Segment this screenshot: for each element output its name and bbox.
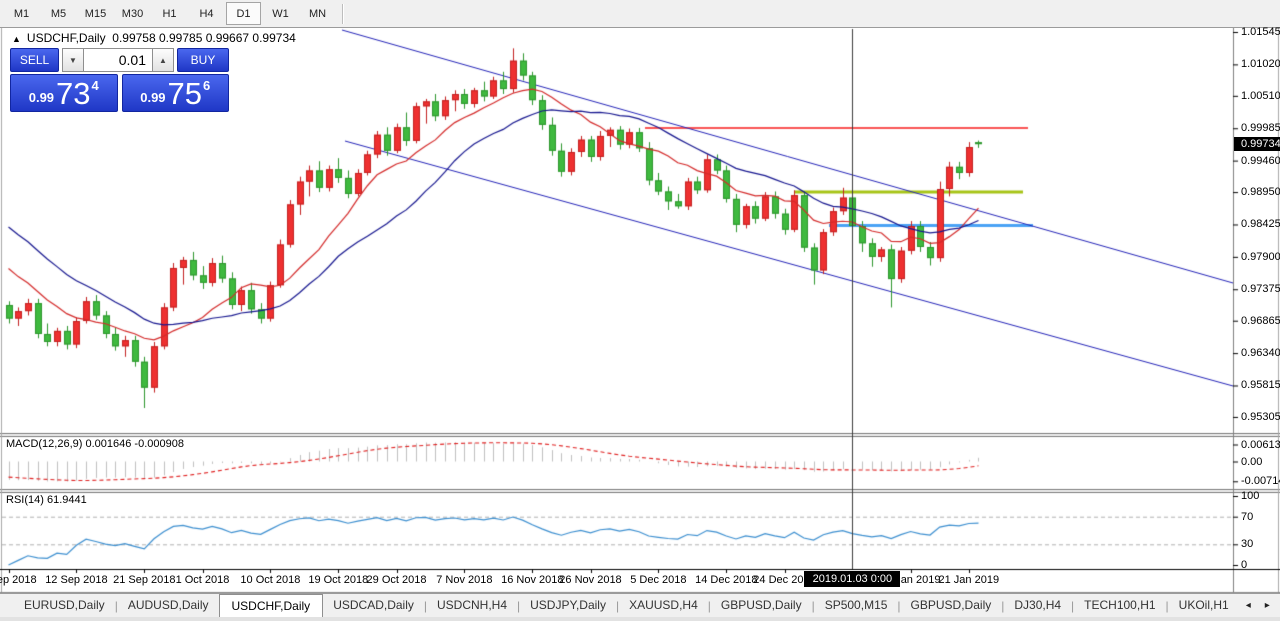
price-axis-tick: 0.95815 xyxy=(1241,379,1280,392)
rsi-axis-tick: 30 xyxy=(1241,538,1254,551)
tab-separator: | xyxy=(1071,598,1075,613)
date-axis-label: 5 Dec 2018 xyxy=(630,574,687,586)
tab-audusd-daily[interactable]: AUDUSD,Daily xyxy=(127,598,209,612)
tab-scroll-left-icon[interactable]: ◂ xyxy=(1245,599,1251,611)
timeframe-button-m15[interactable]: M15 xyxy=(84,7,107,20)
buy-price-button[interactable]: 0.99 75 6 xyxy=(121,74,229,112)
rsi-axis-tick: 100 xyxy=(1241,490,1260,502)
date-axis-label: 7 Nov 2018 xyxy=(436,574,493,586)
price-axis-tick: 0.97375 xyxy=(1241,283,1280,296)
chart-symbol-label: USDCHF,Daily xyxy=(26,31,106,45)
price-axis-tick: 0.98950 xyxy=(1241,186,1280,199)
tab-eurusd-daily[interactable]: EURUSD,Daily xyxy=(24,598,105,612)
timeframe-button-w1[interactable]: W1 xyxy=(272,7,289,20)
date-axis-label: 24 Dec 2018 xyxy=(753,574,816,586)
date-axis-label: 12 Sep 2018 xyxy=(45,574,108,586)
tab-separator: | xyxy=(707,598,711,613)
price-axis-tick: 1.00510 xyxy=(1241,89,1280,102)
sell-price-small: 0.99 xyxy=(28,90,55,105)
rsi-axis-tick: 70 xyxy=(1241,510,1254,523)
toolbar-divider xyxy=(342,3,344,24)
sell-price-big: 73 xyxy=(56,76,91,111)
price-chart-canvas[interactable] xyxy=(0,28,1280,621)
one-click-trading-panel: SELL ▼ 0.01 ▲ BUY 0.99 73 4 0.99 75 6 xyxy=(10,48,229,112)
rsi-indicator-label: RSI(14) 61.9441 xyxy=(6,494,87,506)
timeframe-button-m30[interactable]: M30 xyxy=(121,7,144,20)
price-axis-tick: 0.96340 xyxy=(1241,347,1280,360)
tab-usdjpy-daily[interactable]: USDJPY,Daily xyxy=(530,598,606,612)
timeframe-button-m1[interactable]: M1 xyxy=(13,7,30,20)
date-axis-label: 21 Sep 2018 xyxy=(113,574,176,586)
macd-indicator-label: MACD(12,26,9) 0.001646 -0.000908 xyxy=(6,438,184,450)
lot-size-field[interactable]: 0.01 xyxy=(84,48,152,72)
lot-decrease-icon[interactable]: ▼ xyxy=(62,48,84,72)
price-axis-tick: 0.99460 xyxy=(1241,154,1280,167)
date-axis-label: 29 Oct 2018 xyxy=(366,574,427,586)
timeframe-button-mn[interactable]: MN xyxy=(308,7,327,20)
price-axis-tick: 0.95305 xyxy=(1241,410,1280,423)
chart-window: ▲ USDCHF,Daily 0.99758 0.99785 0.99667 0.… xyxy=(0,26,1280,621)
timeframe-button-d1[interactable]: D1 xyxy=(226,2,261,25)
price-axis-tick: 1.01020 xyxy=(1241,58,1280,71)
crosshair-date-label: 2019.01.03 0:00 xyxy=(804,571,901,587)
buy-price-pip: 6 xyxy=(203,78,211,93)
date-axis-label: 21 Jan 2019 xyxy=(938,574,1000,586)
tab-separator: | xyxy=(517,598,521,613)
tab-gbpusd-daily[interactable]: GBPUSD,Daily xyxy=(910,598,992,612)
tab-separator: | xyxy=(615,598,620,613)
tab-separator: | xyxy=(811,598,815,613)
tab-xauusd-h4[interactable]: XAUUSD,H4 xyxy=(629,598,698,612)
chart-tab-bar: EURUSD,Daily | AUDUSD,Daily USDCHF,Daily USD… xyxy=(0,593,1280,621)
chart-collapse-icon[interactable]: ▲ xyxy=(12,34,21,44)
chart-ohlc-values: 0.99758 0.99785 0.99667 0.99734 xyxy=(112,31,296,45)
sell-price-button[interactable]: 0.99 73 4 xyxy=(10,74,118,112)
date-axis-label: 14 Dec 2018 xyxy=(695,574,758,586)
tab-separator: | xyxy=(897,598,901,613)
date-axis-label: 3 Sep 2018 xyxy=(0,574,37,586)
date-axis-label: 26 Nov 2018 xyxy=(559,574,622,586)
rsi-axis-tick: 0 xyxy=(1241,559,1248,571)
macd-axis-tick: 0.00 xyxy=(1241,455,1263,468)
tab-separator: | xyxy=(423,598,427,613)
date-axis-label: 1 Oct 2018 xyxy=(175,574,230,586)
timeframe-button-m5[interactable]: M5 xyxy=(50,7,67,20)
chart-title: ▲ USDCHF,Daily 0.99758 0.99785 0.99667 0.… xyxy=(12,31,296,45)
tab-scroll-right-icon[interactable]: ▸ xyxy=(1264,599,1270,611)
lot-increase-icon[interactable]: ▲ xyxy=(152,48,174,72)
tab-gbpusd-daily[interactable]: GBPUSD,Daily xyxy=(720,598,802,612)
date-axis-label: 16 Nov 2018 xyxy=(501,574,564,586)
price-axis-tick: 0.97900 xyxy=(1241,250,1280,263)
buy-button[interactable]: BUY xyxy=(177,48,229,72)
buy-price-big: 75 xyxy=(167,76,203,111)
tab-usdcnh-h4[interactable]: USDCNH,H4 xyxy=(437,598,508,612)
price-axis-tick: 1.01545 xyxy=(1241,26,1280,38)
date-axis-label: 10 Oct 2018 xyxy=(240,574,301,586)
macd-axis-tick: 0.006137 xyxy=(1241,438,1280,451)
price-axis-tick: 0.96865 xyxy=(1241,314,1280,327)
sell-price-pip: 4 xyxy=(91,78,99,93)
tab-sp500-m15[interactable]: SP500,M15 xyxy=(824,598,888,612)
tab-usdcad-daily[interactable]: USDCAD,Daily xyxy=(333,598,414,612)
tab-tech100-h1[interactable]: TECH100,H1 xyxy=(1084,598,1156,612)
date-axis-label: 19 Oct 2018 xyxy=(308,574,369,586)
timeframe-toolbar: M1 M5 M15 M30 H1 H4 D1 W1 MN xyxy=(0,0,1280,28)
current-price-label: 0.99734 xyxy=(1234,136,1280,151)
timeframe-button-h4[interactable]: H4 xyxy=(199,7,214,20)
sell-button[interactable]: SELL xyxy=(10,48,59,72)
price-axis-tick: 0.99985 xyxy=(1241,122,1280,135)
tab-ukoil-h1[interactable]: UKOil,H1 xyxy=(1178,598,1229,612)
tab-bar-bottom-strip xyxy=(0,617,1280,621)
tab-separator: | xyxy=(1001,598,1005,613)
tab-separator: | xyxy=(1165,598,1169,613)
tab-usdchf-daily[interactable]: USDCHF,Daily xyxy=(218,594,324,618)
tab-dj30-h4[interactable]: DJ30,H4 xyxy=(1014,598,1062,612)
tab-scroll-buttons: ◂ ▸ xyxy=(1239,594,1277,616)
price-axis-tick: 0.98425 xyxy=(1241,218,1280,231)
timeframe-button-h1[interactable]: H1 xyxy=(162,7,177,20)
lot-size-stepper: ▼ 0.01 ▲ xyxy=(62,48,174,72)
tab-separator: | xyxy=(114,598,118,613)
buy-price-small: 0.99 xyxy=(140,90,166,105)
macd-axis-tick: -0.007142 xyxy=(1241,475,1280,488)
